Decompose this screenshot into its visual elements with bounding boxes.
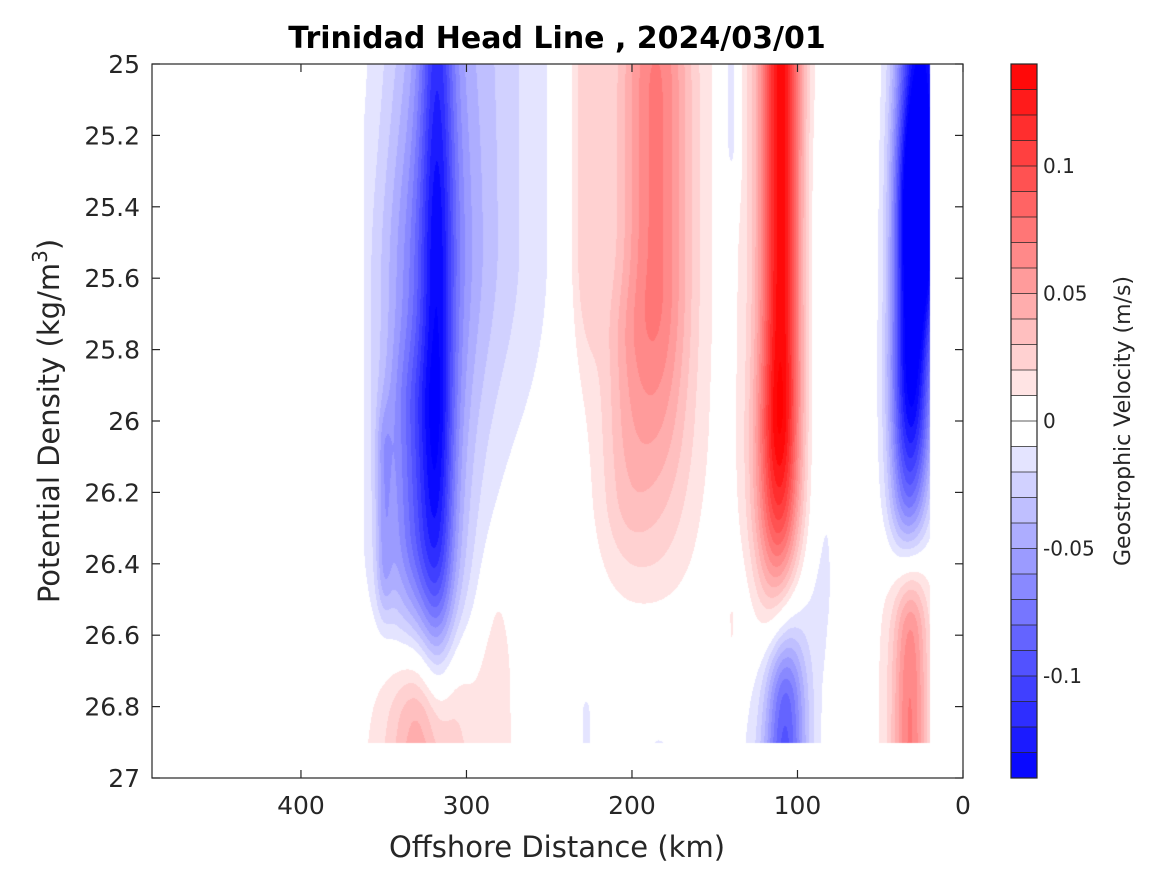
colorbar-segment (1011, 395, 1037, 422)
colorbar-tick-label: 0.05 (1043, 282, 1088, 306)
x-axis-label: Offshore Distance (km) (389, 830, 725, 864)
colorbar-segment (1011, 89, 1037, 116)
colorbar-segment (1011, 752, 1037, 779)
colorbar-segment (1011, 319, 1037, 345)
colorbar-segment (1011, 64, 1037, 90)
colorbar-segment (1011, 650, 1037, 677)
colorbar-tick-label: -0.1 (1043, 664, 1082, 688)
y-axis-label: Potential Density (kg/m3) (28, 239, 66, 603)
colorbar-segment (1011, 242, 1037, 269)
colorbar-segment (1011, 140, 1037, 167)
colorbar-segment (1011, 701, 1037, 728)
colorbar-segment (1011, 293, 1037, 320)
colorbar-segment (1011, 574, 1037, 600)
y-axis-label-superscript: 3 (28, 250, 52, 263)
x-tick-label: 100 (774, 791, 822, 820)
y-axis-label-main: Potential Density (kg/m (32, 263, 66, 603)
colorbar-segment (1011, 217, 1037, 243)
colorbar-segment (1011, 523, 1037, 549)
colorbar-frame (1010, 63, 1038, 779)
y-tick-label: 25.4 (84, 193, 140, 222)
x-tick-label: 0 (955, 791, 971, 820)
x-tick-label: 200 (608, 791, 656, 820)
plot-area: 400 300 200 100 0 25 25.2 25.4 25.6 25.8 26 26.2 26… (84, 50, 971, 820)
colorbar-segment (1011, 625, 1037, 651)
colorbar-segment (1011, 115, 1037, 141)
colorbar-segment (1011, 446, 1037, 473)
colorbar-tick-label: 0.1 (1043, 154, 1075, 178)
x-tick-label: 400 (277, 791, 325, 820)
y-tick-label: 26.4 (84, 550, 140, 579)
chart-title: Trinidad Head Line , 2024/03/01 (288, 21, 825, 56)
colorbar-segment (1011, 548, 1037, 575)
colorbar-segment (1011, 676, 1037, 702)
velocity-contour-field (152, 64, 963, 778)
colorbar-segment (1011, 268, 1037, 294)
y-tick-label: 26.2 (84, 478, 140, 507)
x-axis: 400 300 200 100 0 (277, 64, 971, 820)
colorbar-segment (1011, 421, 1037, 447)
y-tick-label: 26 (108, 407, 140, 436)
y-tick-label: 26.8 (84, 693, 140, 722)
y-tick-label: 27 (108, 764, 140, 793)
colorbar-segment (1011, 344, 1037, 371)
colorbar-label: Geostrophic Velocity (m/s) (1111, 276, 1136, 566)
y-tick-label: 25 (108, 50, 140, 79)
y-tick-label: 25.2 (84, 121, 140, 150)
y-axis: 25 25.2 25.4 25.6 25.8 26 26.2 26.4 26.6 26.8 27 (84, 50, 963, 793)
colorbar-segment (1011, 727, 1037, 753)
y-tick-label: 25.8 (84, 336, 140, 365)
colorbar-segment (1011, 166, 1037, 192)
y-tick-label: 26.6 (84, 621, 140, 650)
colorbar: 0.1 0.05 0 -0.05 -0.1 (1010, 63, 1095, 779)
colorbar-tick-label: 0 (1043, 409, 1056, 433)
colorbar-segment (1011, 599, 1037, 626)
x-tick-label: 300 (443, 791, 491, 820)
colorbar-segment (1011, 191, 1037, 218)
colorbar-segment (1011, 370, 1037, 396)
colorbar-segment (1011, 472, 1037, 498)
colorbar-tick-label: -0.05 (1043, 537, 1095, 561)
y-axis-label-close: ) (32, 239, 66, 250)
y-tick-label: 25.6 (84, 264, 140, 293)
colorbar-segment (1011, 497, 1037, 524)
